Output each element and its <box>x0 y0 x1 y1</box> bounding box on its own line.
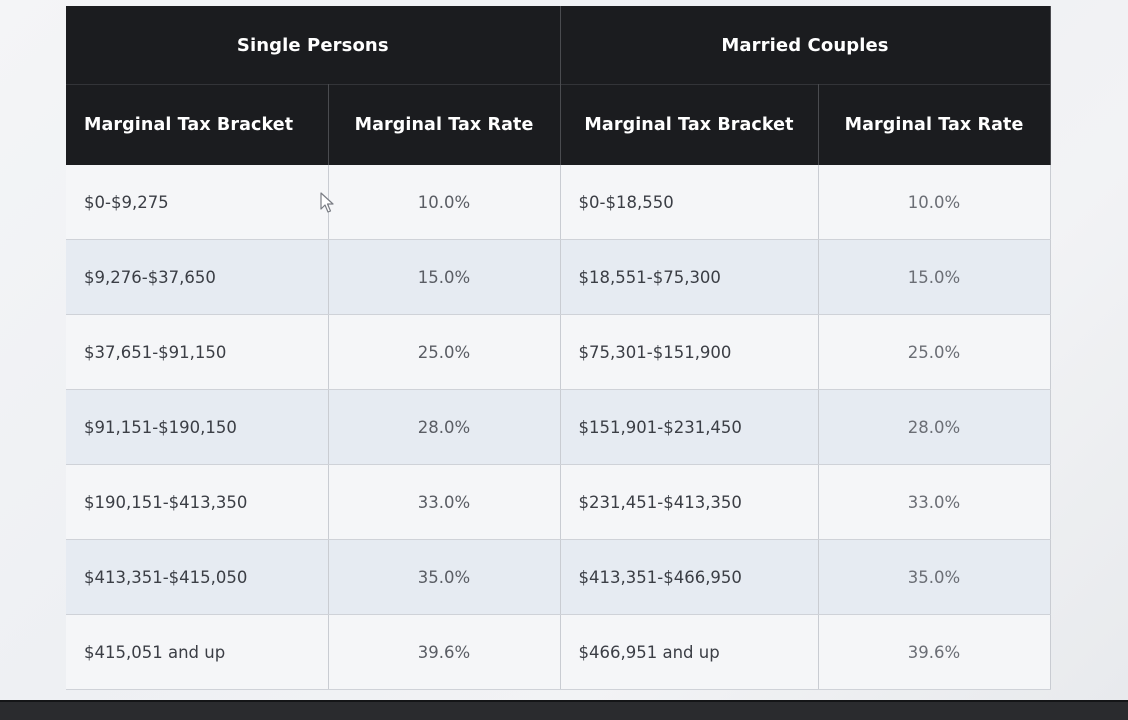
table-row: $9,276-$37,650 15.0% $18,551-$75,300 15.… <box>66 239 1051 315</box>
married-rate-cell: 10.0% <box>818 165 1051 240</box>
table-row: $91,151-$190,150 28.0% $151,901-$231,450… <box>66 389 1051 465</box>
married-bracket-cell: $0-$18,550 <box>560 165 819 240</box>
column-header-single-bracket: Marginal Tax Bracket <box>66 84 329 165</box>
single-rate-cell: 25.0% <box>328 314 561 390</box>
single-rate-cell: 39.6% <box>328 614 561 690</box>
tax-bracket-table: Single Persons Married Couples Marginal … <box>66 6 1051 690</box>
married-rate-cell: 35.0% <box>818 539 1051 615</box>
married-bracket-cell: $18,551-$75,300 <box>560 239 819 315</box>
column-header-married-bracket: Marginal Tax Bracket <box>560 84 819 165</box>
married-bracket-cell: $75,301-$151,900 <box>560 314 819 390</box>
married-bracket-cell: $466,951 and up <box>560 614 819 690</box>
column-header-married-rate: Marginal Tax Rate <box>818 84 1051 165</box>
screen: Single Persons Married Couples Marginal … <box>0 0 1128 700</box>
single-bracket-cell: $0-$9,275 <box>66 165 329 240</box>
single-bracket-cell: $9,276-$37,650 <box>66 239 329 315</box>
single-rate-cell: 35.0% <box>328 539 561 615</box>
group-header-single: Single Persons <box>66 6 561 85</box>
married-bracket-cell: $413,351-$466,950 <box>560 539 819 615</box>
single-rate-cell: 15.0% <box>328 239 561 315</box>
table-row: $37,651-$91,150 25.0% $75,301-$151,900 2… <box>66 314 1051 390</box>
table-row: $413,351-$415,050 35.0% $413,351-$466,95… <box>66 539 1051 615</box>
table-row: $190,151-$413,350 33.0% $231,451-$413,35… <box>66 464 1051 540</box>
married-rate-cell: 15.0% <box>818 239 1051 315</box>
mouse-pointer-icon <box>320 192 334 213</box>
married-bracket-cell: $151,901-$231,450 <box>560 389 819 465</box>
single-rate-cell: 28.0% <box>328 389 561 465</box>
single-bracket-cell: $91,151-$190,150 <box>66 389 329 465</box>
married-rate-cell: 25.0% <box>818 314 1051 390</box>
married-rate-cell: 39.6% <box>818 614 1051 690</box>
table-column-header-row: Marginal Tax Bracket Marginal Tax Rate M… <box>66 84 1051 165</box>
monitor-bezel <box>0 700 1128 720</box>
married-rate-cell: 28.0% <box>818 389 1051 465</box>
single-bracket-cell: $415,051 and up <box>66 614 329 690</box>
married-rate-cell: 33.0% <box>818 464 1051 540</box>
table-row: $415,051 and up 39.6% $466,951 and up 39… <box>66 614 1051 690</box>
table-group-header-row: Single Persons Married Couples <box>66 6 1051 85</box>
single-rate-cell: 10.0% <box>328 165 561 240</box>
group-header-married: Married Couples <box>560 6 1051 85</box>
column-header-single-rate: Marginal Tax Rate <box>328 84 561 165</box>
married-bracket-cell: $231,451-$413,350 <box>560 464 819 540</box>
single-bracket-cell: $190,151-$413,350 <box>66 464 329 540</box>
single-rate-cell: 33.0% <box>328 464 561 540</box>
table-body: $0-$9,275 10.0% $0-$18,550 10.0% $9,276-… <box>66 165 1051 690</box>
table-row: $0-$9,275 10.0% $0-$18,550 10.0% <box>66 165 1051 240</box>
single-bracket-cell: $413,351-$415,050 <box>66 539 329 615</box>
single-bracket-cell: $37,651-$91,150 <box>66 314 329 390</box>
